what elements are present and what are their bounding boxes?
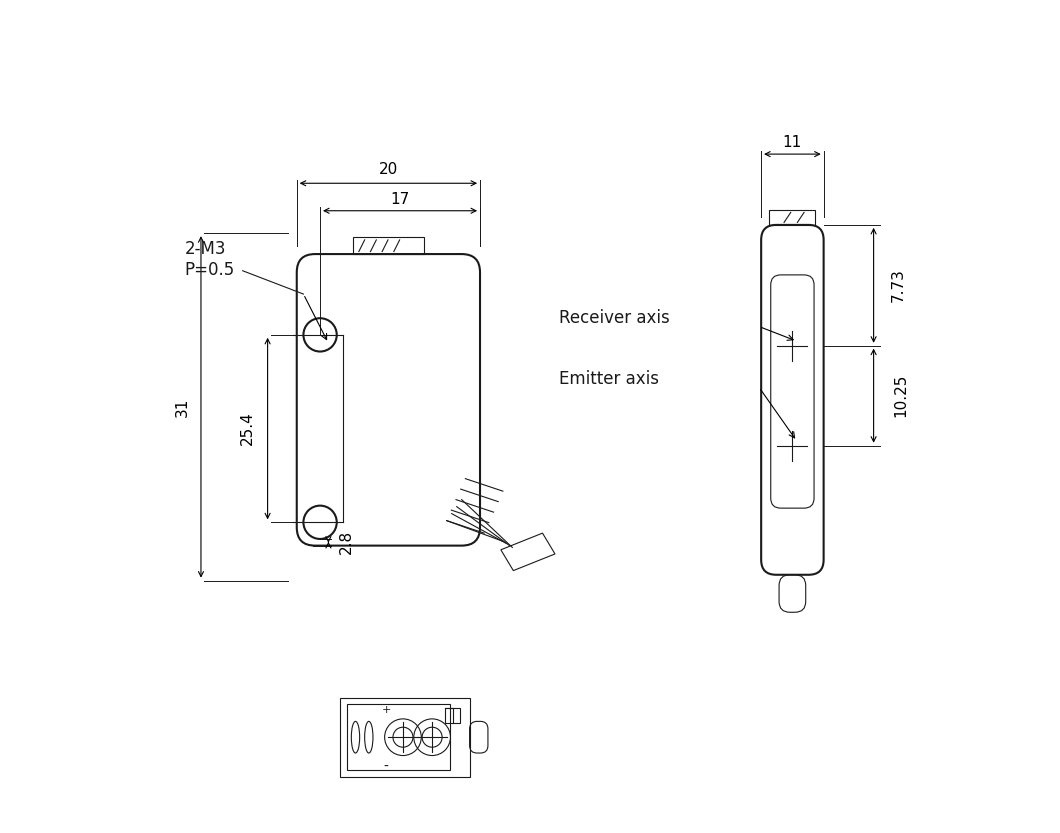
Text: 10.25: 10.25	[894, 374, 908, 417]
Bar	[770, 210, 815, 225]
Text: 20: 20	[378, 162, 398, 177]
Text: 7.73: 7.73	[891, 268, 906, 302]
Text: -: -	[384, 760, 389, 774]
Bar	[348, 704, 450, 770]
Text: 17: 17	[390, 192, 409, 207]
Text: 2.8: 2.8	[339, 531, 354, 554]
Bar	[340, 698, 470, 776]
Text: 2-M3: 2-M3	[184, 240, 226, 258]
Text: 11: 11	[782, 135, 802, 150]
Text: 31: 31	[175, 397, 190, 416]
Text: P=0.5: P=0.5	[184, 261, 234, 279]
Bar	[444, 708, 460, 722]
Text: Emitter axis: Emitter axis	[560, 370, 659, 388]
Bar	[353, 237, 424, 254]
Text: +: +	[382, 705, 391, 716]
Text: Receiver axis: Receiver axis	[560, 309, 670, 327]
Text: 25.4: 25.4	[241, 412, 255, 446]
